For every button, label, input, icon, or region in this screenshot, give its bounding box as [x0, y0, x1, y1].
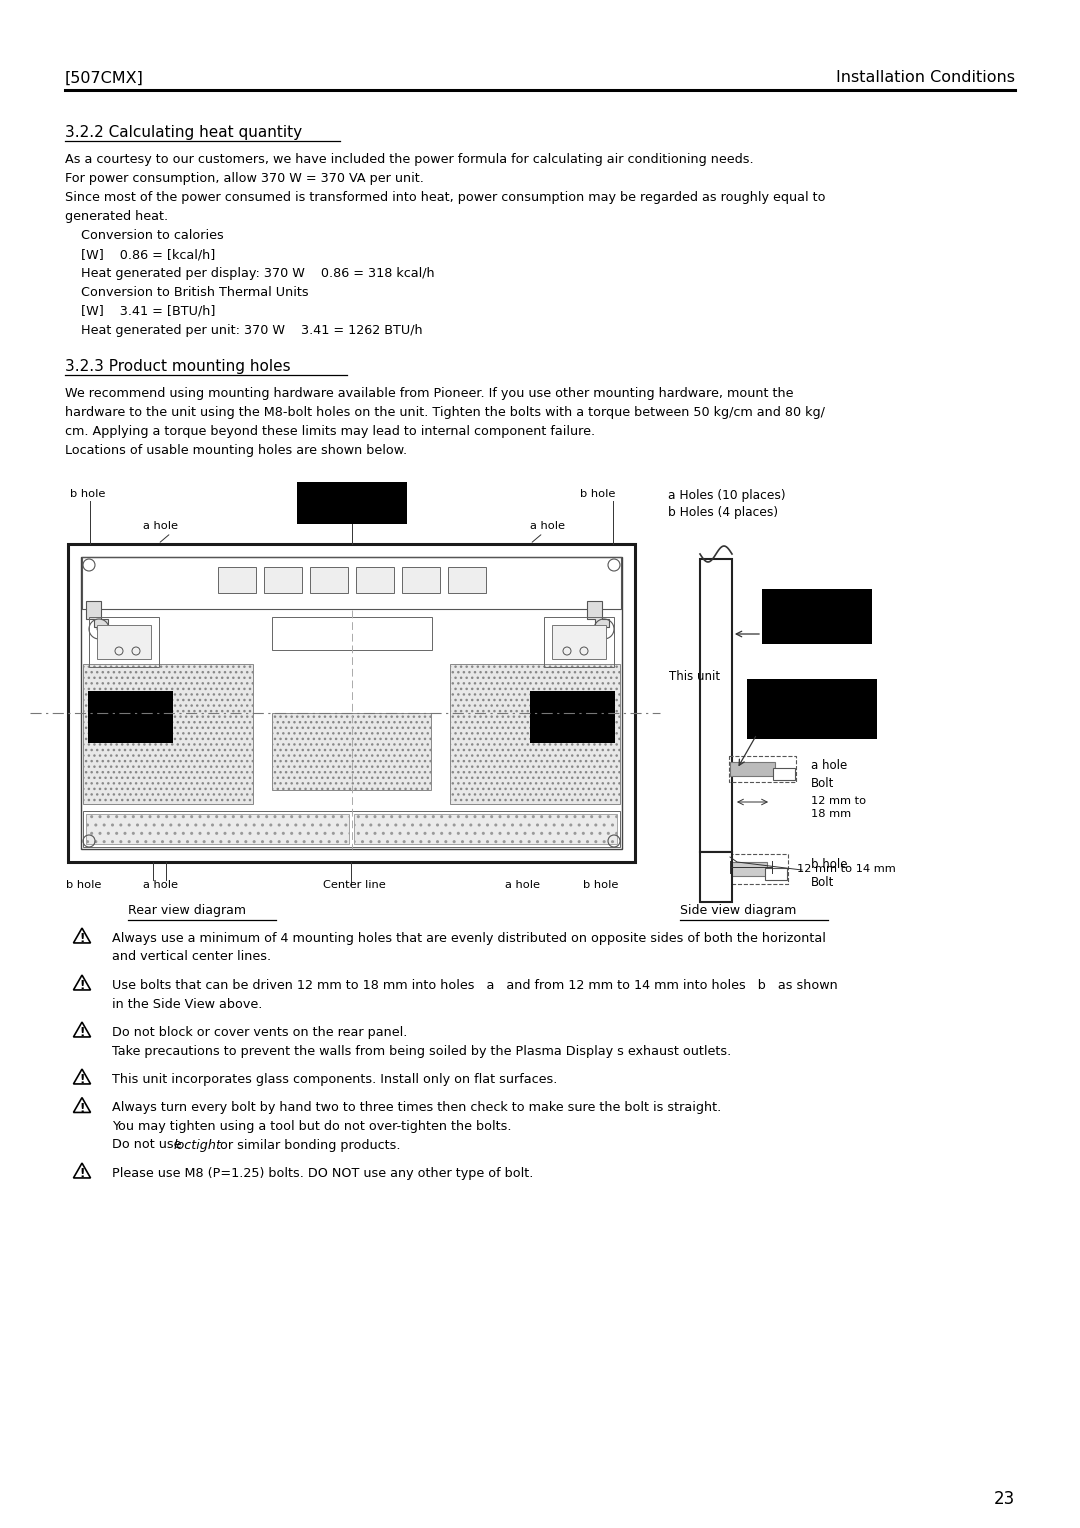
- Bar: [447, 567, 486, 593]
- Bar: [353, 814, 617, 843]
- Bar: [68, 544, 635, 862]
- Bar: [450, 665, 620, 804]
- Bar: [552, 625, 606, 659]
- Text: 18 mm: 18 mm: [811, 808, 851, 819]
- Text: We recommend using mounting hardware available from Pioneer. If you use other mo: We recommend using mounting hardware ava…: [65, 387, 794, 400]
- Text: This unit incorporates glass components. Install only on flat surfaces.: This unit incorporates glass components.…: [112, 1073, 557, 1086]
- Bar: [89, 617, 159, 668]
- Bar: [83, 665, 253, 804]
- Text: [507CMX]: [507CMX]: [65, 70, 144, 86]
- Bar: [729, 854, 788, 885]
- Text: [W]    3.41 = [BTU/h]: [W] 3.41 = [BTU/h]: [65, 306, 215, 318]
- Text: b hole: b hole: [70, 489, 106, 500]
- Text: Always turn every bolt by hand two to three times then check to make sure the bo: Always turn every bolt by hand two to th…: [112, 1102, 721, 1114]
- Bar: [747, 678, 877, 740]
- Text: Conversion to British Thermal Units: Conversion to British Thermal Units: [65, 286, 309, 299]
- Text: Conversion to calories: Conversion to calories: [65, 229, 224, 241]
- Bar: [87, 691, 173, 743]
- Text: in the Side View above.: in the Side View above.: [112, 998, 262, 1010]
- Text: Bolt: Bolt: [811, 778, 835, 790]
- Circle shape: [96, 626, 102, 631]
- Text: Please use M8 (P=1.25) bolts. DO NOT use any other type of bolt.: Please use M8 (P=1.25) bolts. DO NOT use…: [112, 1167, 534, 1180]
- Text: b hole: b hole: [811, 859, 848, 871]
- Text: 3.2.3 Product mounting holes: 3.2.3 Product mounting holes: [65, 359, 291, 374]
- Text: Take precautions to prevent the walls from being soiled by the Plasma Display s : Take precautions to prevent the walls fr…: [112, 1045, 731, 1057]
- Bar: [83, 811, 620, 847]
- Text: Always use a minimum of 4 mounting holes that are evenly distributed on opposite: Always use a minimum of 4 mounting holes…: [112, 932, 826, 944]
- Bar: [310, 567, 348, 593]
- Text: You may tighten using a tool but do not over-tighten the bolts.: You may tighten using a tool but do not …: [112, 1120, 512, 1132]
- Text: a Holes (10 places): a Holes (10 places): [669, 489, 785, 503]
- Text: As a courtesy to our customers, we have included the power formula for calculati: As a courtesy to our customers, we have …: [65, 153, 754, 167]
- Text: Heat generated per unit: 370 W    3.41 = 1262 BTU/h: Heat generated per unit: 370 W 3.41 = 12…: [65, 324, 422, 338]
- Bar: [271, 617, 432, 649]
- Bar: [297, 481, 406, 524]
- Bar: [217, 567, 256, 593]
- Bar: [86, 814, 349, 843]
- Text: loctight: loctight: [174, 1138, 221, 1152]
- Text: For power consumption, allow 370 W = 370 VA per unit.: For power consumption, allow 370 W = 370…: [65, 173, 423, 185]
- Text: !: !: [79, 932, 84, 946]
- Text: Side view diagram: Side view diagram: [680, 905, 796, 917]
- Text: !: !: [79, 1167, 84, 1181]
- Text: !: !: [79, 1027, 84, 1039]
- Text: a hole: a hole: [143, 521, 178, 532]
- Text: a hole: a hole: [530, 521, 565, 532]
- Text: a hole: a hole: [505, 880, 540, 889]
- Bar: [530, 691, 615, 743]
- Bar: [81, 558, 622, 850]
- Text: a hole: a hole: [811, 759, 847, 772]
- Text: [W]    0.86 = [kcal/h]: [W] 0.86 = [kcal/h]: [65, 248, 215, 261]
- Bar: [264, 567, 301, 593]
- Text: Center line: Center line: [323, 880, 386, 889]
- Text: cm. Applying a torque beyond these limits may lead to internal component failure: cm. Applying a torque beyond these limit…: [65, 425, 595, 439]
- Text: a hole: a hole: [143, 880, 178, 889]
- Polygon shape: [86, 601, 108, 626]
- Text: Since most of the power consumed is transformed into heat, power consumption may: Since most of the power consumed is tran…: [65, 191, 825, 205]
- Bar: [355, 567, 393, 593]
- Text: !: !: [79, 1102, 84, 1115]
- Bar: [762, 588, 872, 643]
- Text: b hole: b hole: [583, 880, 619, 889]
- Text: Locations of usable mounting holes are shown below.: Locations of usable mounting holes are s…: [65, 445, 407, 457]
- Bar: [730, 862, 767, 876]
- Text: 12 mm to 14 mm: 12 mm to 14 mm: [797, 863, 895, 874]
- Bar: [402, 567, 440, 593]
- Bar: [82, 558, 621, 610]
- Bar: [700, 559, 732, 853]
- Circle shape: [602, 626, 607, 631]
- Bar: [700, 853, 732, 902]
- Text: ⁠ or similar bonding products.: ⁠ or similar bonding products.: [216, 1138, 401, 1152]
- Text: 3.2.2 Calculating heat quantity: 3.2.2 Calculating heat quantity: [65, 125, 302, 141]
- Bar: [729, 756, 796, 782]
- Text: 12 mm to: 12 mm to: [811, 796, 866, 805]
- Text: Installation Conditions: Installation Conditions: [836, 70, 1015, 86]
- Text: Bolt: Bolt: [811, 876, 835, 889]
- Polygon shape: [588, 601, 609, 626]
- Text: !: !: [79, 979, 84, 992]
- Text: generated heat.: generated heat.: [65, 209, 168, 223]
- Text: Use bolts that can be driven 12 mm to 18 mm into holes   a   and from 12 mm to 1: Use bolts that can be driven 12 mm to 18…: [112, 979, 838, 992]
- Bar: [544, 617, 615, 668]
- Text: This unit: This unit: [670, 671, 720, 683]
- Text: Heat generated per display: 370 W    0.86 = 318 kcal/h: Heat generated per display: 370 W 0.86 =…: [65, 267, 434, 280]
- Text: b Holes (4 places): b Holes (4 places): [669, 506, 778, 520]
- Text: Do not use ⁠: Do not use ⁠: [112, 1138, 186, 1152]
- Bar: [272, 714, 431, 790]
- Text: Rear view diagram: Rear view diagram: [129, 905, 246, 917]
- Text: hardware to the unit using the M8-bolt holes on the unit. Tighten the bolts with: hardware to the unit using the M8-bolt h…: [65, 406, 825, 419]
- Text: !: !: [79, 1073, 84, 1086]
- Text: 23: 23: [994, 1490, 1015, 1508]
- Bar: [730, 762, 775, 776]
- Text: b hole: b hole: [66, 880, 102, 889]
- Bar: [765, 868, 787, 880]
- Bar: [97, 625, 151, 659]
- Text: and vertical center lines.: and vertical center lines.: [112, 950, 271, 964]
- Bar: [773, 769, 795, 779]
- Text: b hole: b hole: [580, 489, 616, 500]
- Text: Do not block or cover vents on the rear panel.: Do not block or cover vents on the rear …: [112, 1025, 407, 1039]
